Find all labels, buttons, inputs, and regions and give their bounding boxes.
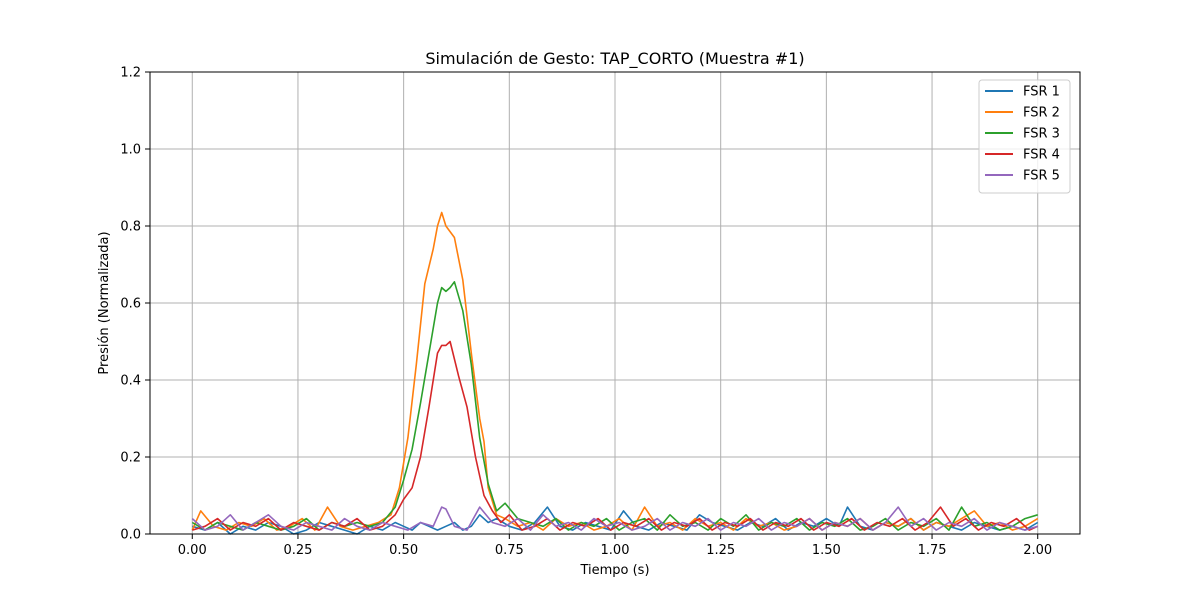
legend-label: FSR 1 (1023, 85, 1060, 100)
x-tick-label: 0.75 (495, 543, 524, 558)
x-axis-title: Tiempo (s) (579, 563, 649, 578)
x-tick-label: 0.25 (283, 543, 312, 558)
y-tick-label: 1.2 (120, 66, 141, 81)
chart-title: Simulación de Gesto: TAP_CORTO (Muestra … (425, 49, 804, 69)
legend-label: FSR 3 (1023, 127, 1060, 142)
series-line-fsr-5 (191, 506, 1038, 531)
ticks: 0.00 0.25 0.50 0.75 1.00 1.25 1.50 1.75 2.00 0.0 0… (120, 66, 1052, 559)
legend-label: FSR 2 (1023, 106, 1060, 121)
y-tick-label: 0.8 (120, 220, 141, 235)
x-tick-label: 1.25 (706, 543, 735, 558)
y-tick-label: 0.0 (120, 528, 141, 543)
legend-label: FSR 4 (1023, 148, 1060, 163)
y-tick-label: 0.2 (120, 451, 141, 466)
series-lines (191, 211, 1039, 535)
legend: FSR 1 FSR 2 FSR 3 FSR 4 FSR 5 (978, 79, 1071, 194)
y-tick-label: 1.0 (120, 143, 141, 158)
x-tick-label: 0.00 (178, 543, 207, 558)
x-tick-label: 1.50 (812, 543, 841, 558)
x-tick-label: 1.75 (918, 543, 947, 558)
legend-label: FSR 5 (1023, 169, 1060, 184)
y-axis-title: Presión (Normalizada) (97, 231, 112, 374)
x-tick-label: 1.00 (601, 543, 630, 558)
legend-box (978, 79, 1071, 194)
y-tick-label: 0.6 (120, 297, 141, 312)
x-tick-label: 0.50 (389, 543, 418, 558)
series-line-fsr-4 (192, 340, 1039, 531)
x-tick-label: 2.00 (1023, 543, 1052, 558)
y-tick-label: 0.4 (120, 374, 141, 389)
